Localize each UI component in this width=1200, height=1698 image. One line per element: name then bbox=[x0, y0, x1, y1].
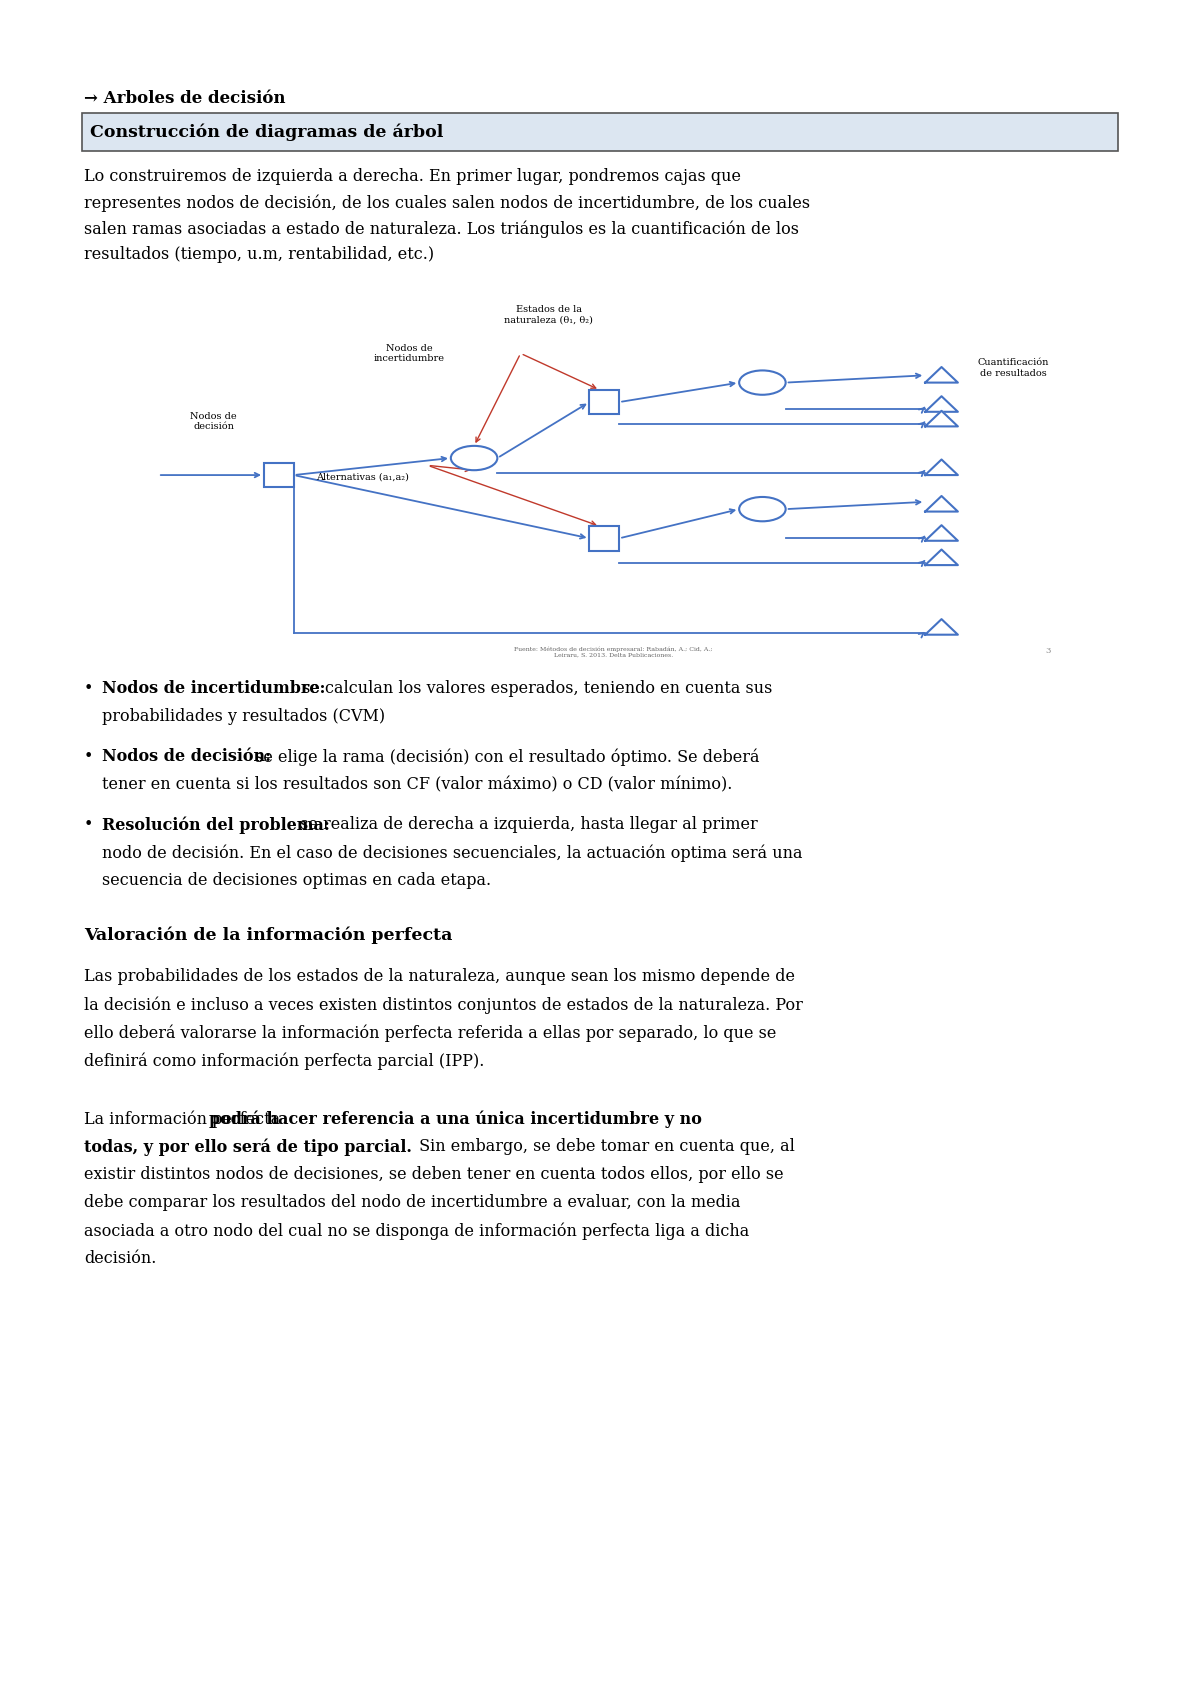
Text: secuencia de decisiones optimas en cada etapa.: secuencia de decisiones optimas en cada … bbox=[102, 873, 491, 890]
Polygon shape bbox=[925, 367, 958, 382]
Text: todas, y por ello será de tipo parcial.: todas, y por ello será de tipo parcial. bbox=[84, 1138, 412, 1156]
Text: asociada a otro nodo del cual no se disponga de información perfecta liga a dich: asociada a otro nodo del cual no se disp… bbox=[84, 1223, 749, 1240]
Text: Resolución del problema:: Resolución del problema: bbox=[102, 817, 330, 834]
Polygon shape bbox=[925, 525, 958, 540]
Polygon shape bbox=[925, 460, 958, 475]
Text: podrá hacer referencia a una única incertidumbre y no: podrá hacer referencia a una única incer… bbox=[209, 1110, 702, 1127]
Text: Sin embargo, se debe tomar en cuenta que, al: Sin embargo, se debe tomar en cuenta que… bbox=[414, 1138, 794, 1155]
Circle shape bbox=[739, 498, 786, 521]
Text: Estados de la
naturaleza (θ₁, θ₂): Estados de la naturaleza (θ₁, θ₂) bbox=[504, 304, 593, 324]
Text: debe comparar los resultados del nodo de incertidumbre a evaluar, con la media: debe comparar los resultados del nodo de… bbox=[84, 1194, 740, 1211]
Text: •: • bbox=[84, 817, 94, 834]
Text: existir distintos nodos de decisiones, se deben tener en cuenta todos ellos, por: existir distintos nodos de decisiones, s… bbox=[84, 1167, 784, 1184]
Text: •: • bbox=[84, 749, 94, 766]
Bar bbox=[82, 114, 1118, 151]
Polygon shape bbox=[925, 620, 958, 635]
Text: Lo construiremos de izquierda a derecha. En primer lugar, pondremos cajas que: Lo construiremos de izquierda a derecha.… bbox=[84, 168, 742, 185]
Text: la decisión e incluso a veces existen distintos conjuntos de estados de la natur: la decisión e incluso a veces existen di… bbox=[84, 997, 803, 1014]
Polygon shape bbox=[925, 550, 958, 565]
Text: Cuantificación
de resultados: Cuantificación de resultados bbox=[978, 358, 1049, 377]
Polygon shape bbox=[925, 411, 958, 426]
Text: Nodos de
decisión: Nodos de decisión bbox=[191, 413, 238, 431]
Text: decisión.: decisión. bbox=[84, 1250, 156, 1267]
Circle shape bbox=[739, 370, 786, 394]
Text: nodo de decisión. En el caso de decisiones secuenciales, la actuación optima ser: nodo de decisión. En el caso de decision… bbox=[102, 844, 803, 861]
Bar bbox=[589, 526, 619, 550]
Text: Fuente: Métodos de decisión empresaral: Rabadán, A.; Cid, A.;
Leiraru, S. 2013. : Fuente: Métodos de decisión empresaral: … bbox=[515, 647, 713, 657]
Text: Nodos de incertidumbre:: Nodos de incertidumbre: bbox=[102, 679, 325, 696]
Text: Valoración de la información perfecta: Valoración de la información perfecta bbox=[84, 925, 452, 944]
Polygon shape bbox=[925, 396, 958, 413]
Bar bbox=[264, 464, 294, 487]
Text: representes nodos de decisión, de los cuales salen nodos de incertidumbre, de lo: representes nodos de decisión, de los cu… bbox=[84, 194, 810, 212]
Text: Las probabilidades de los estados de la naturaleza, aunque sean los mismo depend: Las probabilidades de los estados de la … bbox=[84, 968, 796, 985]
Text: salen ramas asociadas a estado de naturaleza. Los triángulos es la cuantificació: salen ramas asociadas a estado de natura… bbox=[84, 221, 799, 238]
Text: ello deberá valorarse la información perfecta referida a ellas por separado, lo : ello deberá valorarse la información per… bbox=[84, 1024, 776, 1041]
Circle shape bbox=[451, 447, 497, 470]
Text: se calculan los valores esperados, teniendo en cuenta sus: se calculan los valores esperados, tenie… bbox=[298, 679, 773, 696]
Text: definirá como información perfecta parcial (IPP).: definirá como información perfecta parci… bbox=[84, 1053, 485, 1070]
Text: probabilidades y resultados (CVM): probabilidades y resultados (CVM) bbox=[102, 708, 385, 725]
Text: tener en cuenta si los resultados son CF (valor máximo) o CD (valor mínimo).: tener en cuenta si los resultados son CF… bbox=[102, 776, 732, 793]
Text: 3: 3 bbox=[1045, 647, 1051, 655]
Text: → Arboles de decisión: → Arboles de decisión bbox=[84, 90, 286, 107]
Text: •: • bbox=[84, 679, 94, 696]
Text: resultados (tiempo, u.m, rentabilidad, etc.): resultados (tiempo, u.m, rentabilidad, e… bbox=[84, 246, 434, 263]
Text: Construcción de diagramas de árbol: Construcción de diagramas de árbol bbox=[90, 124, 443, 141]
Polygon shape bbox=[925, 496, 958, 511]
Text: Nodos de
incertidumbre: Nodos de incertidumbre bbox=[373, 343, 444, 363]
Text: La información perfecta: La información perfecta bbox=[84, 1110, 286, 1127]
Text: Alternativas (a₁,a₂): Alternativas (a₁,a₂) bbox=[316, 472, 409, 482]
Text: se realiza de derecha a izquierda, hasta llegar al primer: se realiza de derecha a izquierda, hasta… bbox=[295, 817, 757, 834]
Text: se elige la rama (decisión) con el resultado óptimo. Se deberá: se elige la rama (decisión) con el resul… bbox=[250, 749, 760, 766]
Text: Nodos de decisión:: Nodos de decisión: bbox=[102, 749, 271, 766]
Bar bbox=[589, 391, 619, 414]
